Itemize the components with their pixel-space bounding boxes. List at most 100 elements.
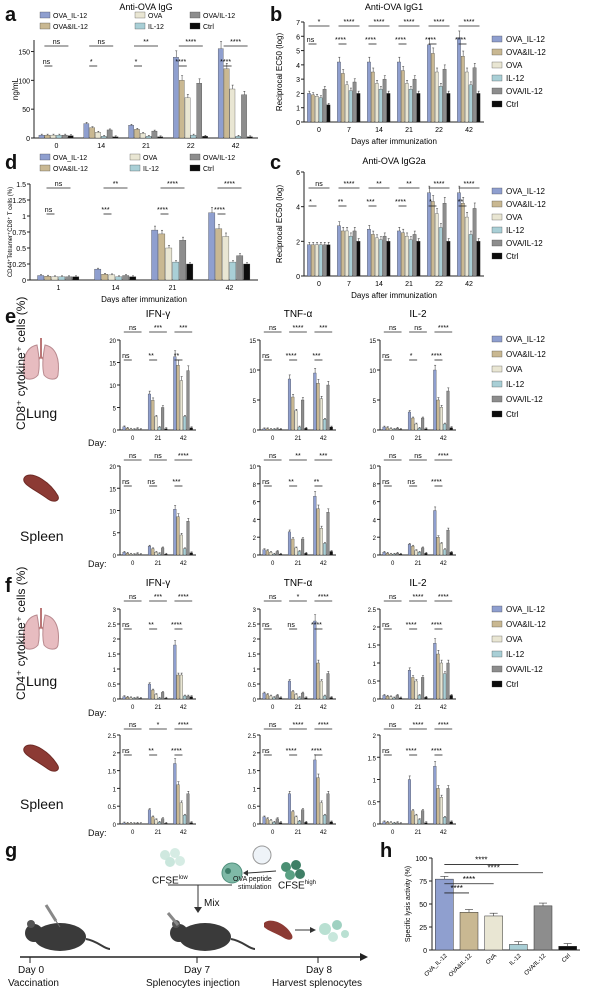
y-tick-label: 3	[296, 77, 300, 84]
bar-OVA	[439, 407, 443, 431]
legend-swatch-OVA/IL-12	[491, 87, 503, 95]
significance-label: **	[148, 622, 154, 629]
bar-OVA&IL-12	[158, 233, 166, 281]
bar-Ctrl	[279, 822, 283, 825]
bar-OVA	[434, 71, 439, 123]
bar-Ctrl	[424, 428, 428, 431]
bar-OVA&IL-12	[215, 228, 223, 281]
bar-Ctrl	[356, 241, 361, 277]
panel-e-day-label-spleen: Day:	[88, 559, 107, 569]
legend-label-OVA&IL-12: OVA&IL-12	[506, 200, 546, 209]
y-tick-label: 1.5	[368, 644, 377, 650]
y-tick-label: 2	[373, 734, 377, 740]
bar-OVA	[404, 235, 409, 277]
y-tick-label: 1.25	[12, 198, 26, 205]
bar-OVA_IL-12	[147, 545, 151, 556]
x-tick-label: 42	[440, 705, 447, 711]
legend-label-OVA: OVA	[506, 365, 523, 374]
y-tick-label: 0	[113, 554, 117, 560]
bar-OVA_IL-12	[122, 696, 126, 700]
bar-OVA/IL-12	[301, 692, 305, 700]
legend-swatch-OVA/IL-12	[189, 11, 201, 19]
bar-OVA_IL-12	[147, 809, 151, 825]
chart-title: Anti-OVA IgG1	[365, 2, 423, 12]
bar-Ctrl	[326, 244, 331, 277]
bar-OVA&IL-12	[125, 697, 129, 700]
y-tick-label: 10	[109, 384, 116, 390]
bar-OVA	[140, 133, 146, 139]
bar-OVA	[319, 802, 323, 825]
x-tick-label: 42	[465, 127, 473, 134]
bar-OVA/IL-12	[151, 130, 158, 139]
y-tick-label: 2	[373, 536, 377, 542]
x-tick-label: 21	[405, 127, 413, 134]
legend-swatch-OVA_IL-12	[39, 153, 51, 161]
x-tick-label: Ctrl	[561, 953, 572, 964]
significance-label: ****	[175, 59, 186, 66]
y-tick-label: 2.5	[248, 623, 257, 629]
significance-label: ****	[450, 884, 462, 893]
x-tick-label: 0	[131, 705, 135, 711]
y-tick-label: 5	[373, 399, 377, 405]
bar-OVA	[51, 276, 59, 281]
bar-OVA_IL-12	[287, 531, 291, 556]
bar-OVA&IL-12	[385, 822, 389, 825]
significance-label: ***	[319, 453, 327, 460]
bar-Ctrl	[157, 136, 164, 139]
x-tick-label: 14	[375, 127, 383, 134]
syringe-icon	[44, 904, 61, 928]
significance-label: ****	[431, 622, 442, 629]
panel-letter-f: f	[5, 575, 12, 597]
bar-OVA&IL-12	[176, 365, 180, 431]
bar-Ctrl	[416, 241, 421, 277]
bar-IL-12	[392, 697, 396, 700]
bar-OVA_IL-12	[122, 822, 126, 825]
y-tick-label: 0	[296, 274, 300, 281]
legend-label-OVA: OVA	[143, 155, 158, 162]
y-tick-label: 1	[296, 106, 300, 113]
step7-label: Splenocytes injection	[146, 978, 240, 989]
bar-Ctrl	[446, 241, 451, 277]
bar-OVA	[95, 132, 101, 139]
significance-label: ****	[431, 353, 442, 360]
bar-OVA&IL-12	[436, 537, 440, 556]
y-tick-label: 2	[253, 752, 257, 758]
chart-specific-lysis: 0 25 50 75 100 OVA_IL-12 OVA&IL-12 OVA IL-12 OVA/…	[405, 855, 580, 979]
x-tick-label: 21	[415, 561, 422, 567]
legend-label-Ctrl: Ctrl	[506, 100, 519, 109]
bar-OVA_IL-12	[173, 763, 177, 825]
y-tick-label: 1	[253, 787, 257, 793]
x-tick-label: 14	[112, 285, 120, 292]
x-tick-label: 42	[320, 561, 327, 567]
y-tick-label: 75	[419, 879, 427, 886]
x-tick-label: 0	[271, 705, 275, 711]
day7-label: Day 7	[184, 965, 211, 976]
bar-IL-12	[509, 944, 528, 951]
peptide-tube-icon	[252, 845, 272, 865]
bar-OVA	[108, 274, 116, 281]
y-tick-label: 0	[373, 429, 377, 435]
chart-f-spleen-il2: 0 0.5 1 1.5 2 0 ns ns 21 **** **** 42 **** ****	[368, 722, 456, 836]
y-tick-label: 1.5	[16, 182, 26, 189]
significance-label: ****	[286, 353, 297, 360]
bar-Ctrl	[329, 426, 333, 431]
bar-OVA_IL-12	[407, 670, 411, 700]
bar-OVA/IL-12	[135, 697, 139, 700]
significance-label: ns	[307, 37, 315, 44]
bar-OVA_IL-12	[433, 369, 437, 431]
bar-IL-12	[348, 90, 353, 123]
y-tick-label: 1.5	[108, 653, 117, 659]
y-tick-label: 6	[253, 501, 257, 507]
bar-OVA&IL-12	[436, 653, 440, 700]
significance-label: ****	[487, 864, 499, 873]
significance-label: ****	[406, 622, 417, 629]
bar-OVA	[294, 694, 298, 700]
significance-label: ns	[269, 594, 277, 601]
y-tick-label: 0.5	[248, 683, 257, 689]
bar-OVA	[314, 96, 319, 123]
bar-OVA&IL-12	[223, 68, 230, 139]
bar-Ctrl	[189, 696, 193, 700]
bar-OVA	[414, 814, 418, 825]
bar-OVA_IL-12	[287, 680, 291, 700]
bar-OVA&IL-12	[89, 127, 95, 139]
